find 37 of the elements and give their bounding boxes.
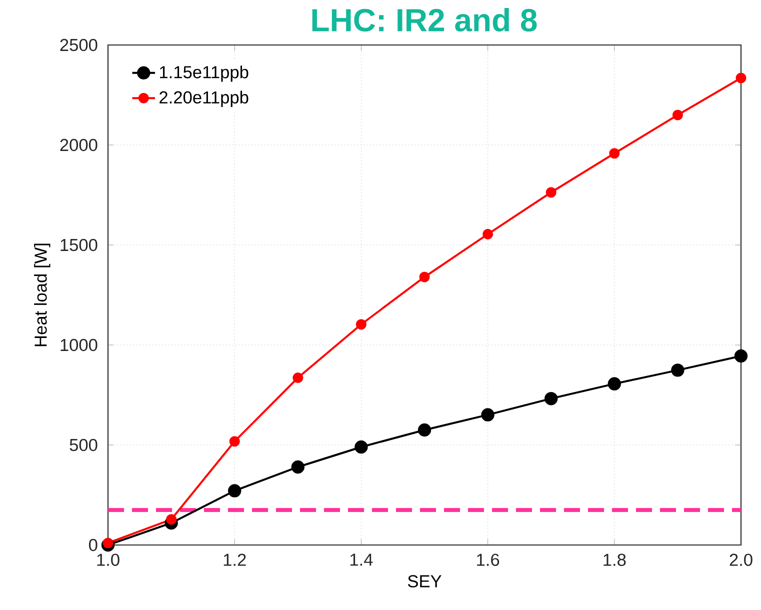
y-axis-title: Heat load [W] [34,244,50,346]
point [419,272,430,282]
y-tick-label: 0 [88,538,98,552]
x-tick-label: 1.0 [97,554,120,566]
y-tick-label: 500 [70,438,98,452]
point [228,484,242,498]
point [734,349,748,363]
point [608,377,621,390]
x-tick-label: 1.4 [350,554,373,566]
point [546,187,556,198]
chart-title: LHC: IR2 and 8 [312,8,537,32]
point [356,319,366,330]
point [291,460,305,474]
point [354,440,368,454]
point [736,72,746,84]
point [418,423,432,437]
legend-label: 2.20e11ppb [160,90,248,107]
y-tick-label: 2500 [60,38,98,52]
point [229,436,240,447]
point [482,228,494,240]
x-tick-label: 1.8 [604,554,626,566]
x-tick-label: 2.0 [730,554,752,566]
point [481,408,494,422]
point [166,514,177,525]
x-axis-title: SEY [408,575,442,588]
y-tick-label: 1500 [60,238,98,252]
point [609,148,620,159]
point [672,110,683,120]
point [102,538,114,548]
x-tick-label: 1.6 [477,554,500,566]
x-tick-label: 1.2 [224,554,246,566]
point [671,364,684,377]
y-tick-label: 2000 [60,138,98,152]
point [292,372,304,384]
y-tick-label: 1000 [60,338,98,352]
point [544,392,558,406]
legend-label: 1.15e11ppb [160,66,248,82]
